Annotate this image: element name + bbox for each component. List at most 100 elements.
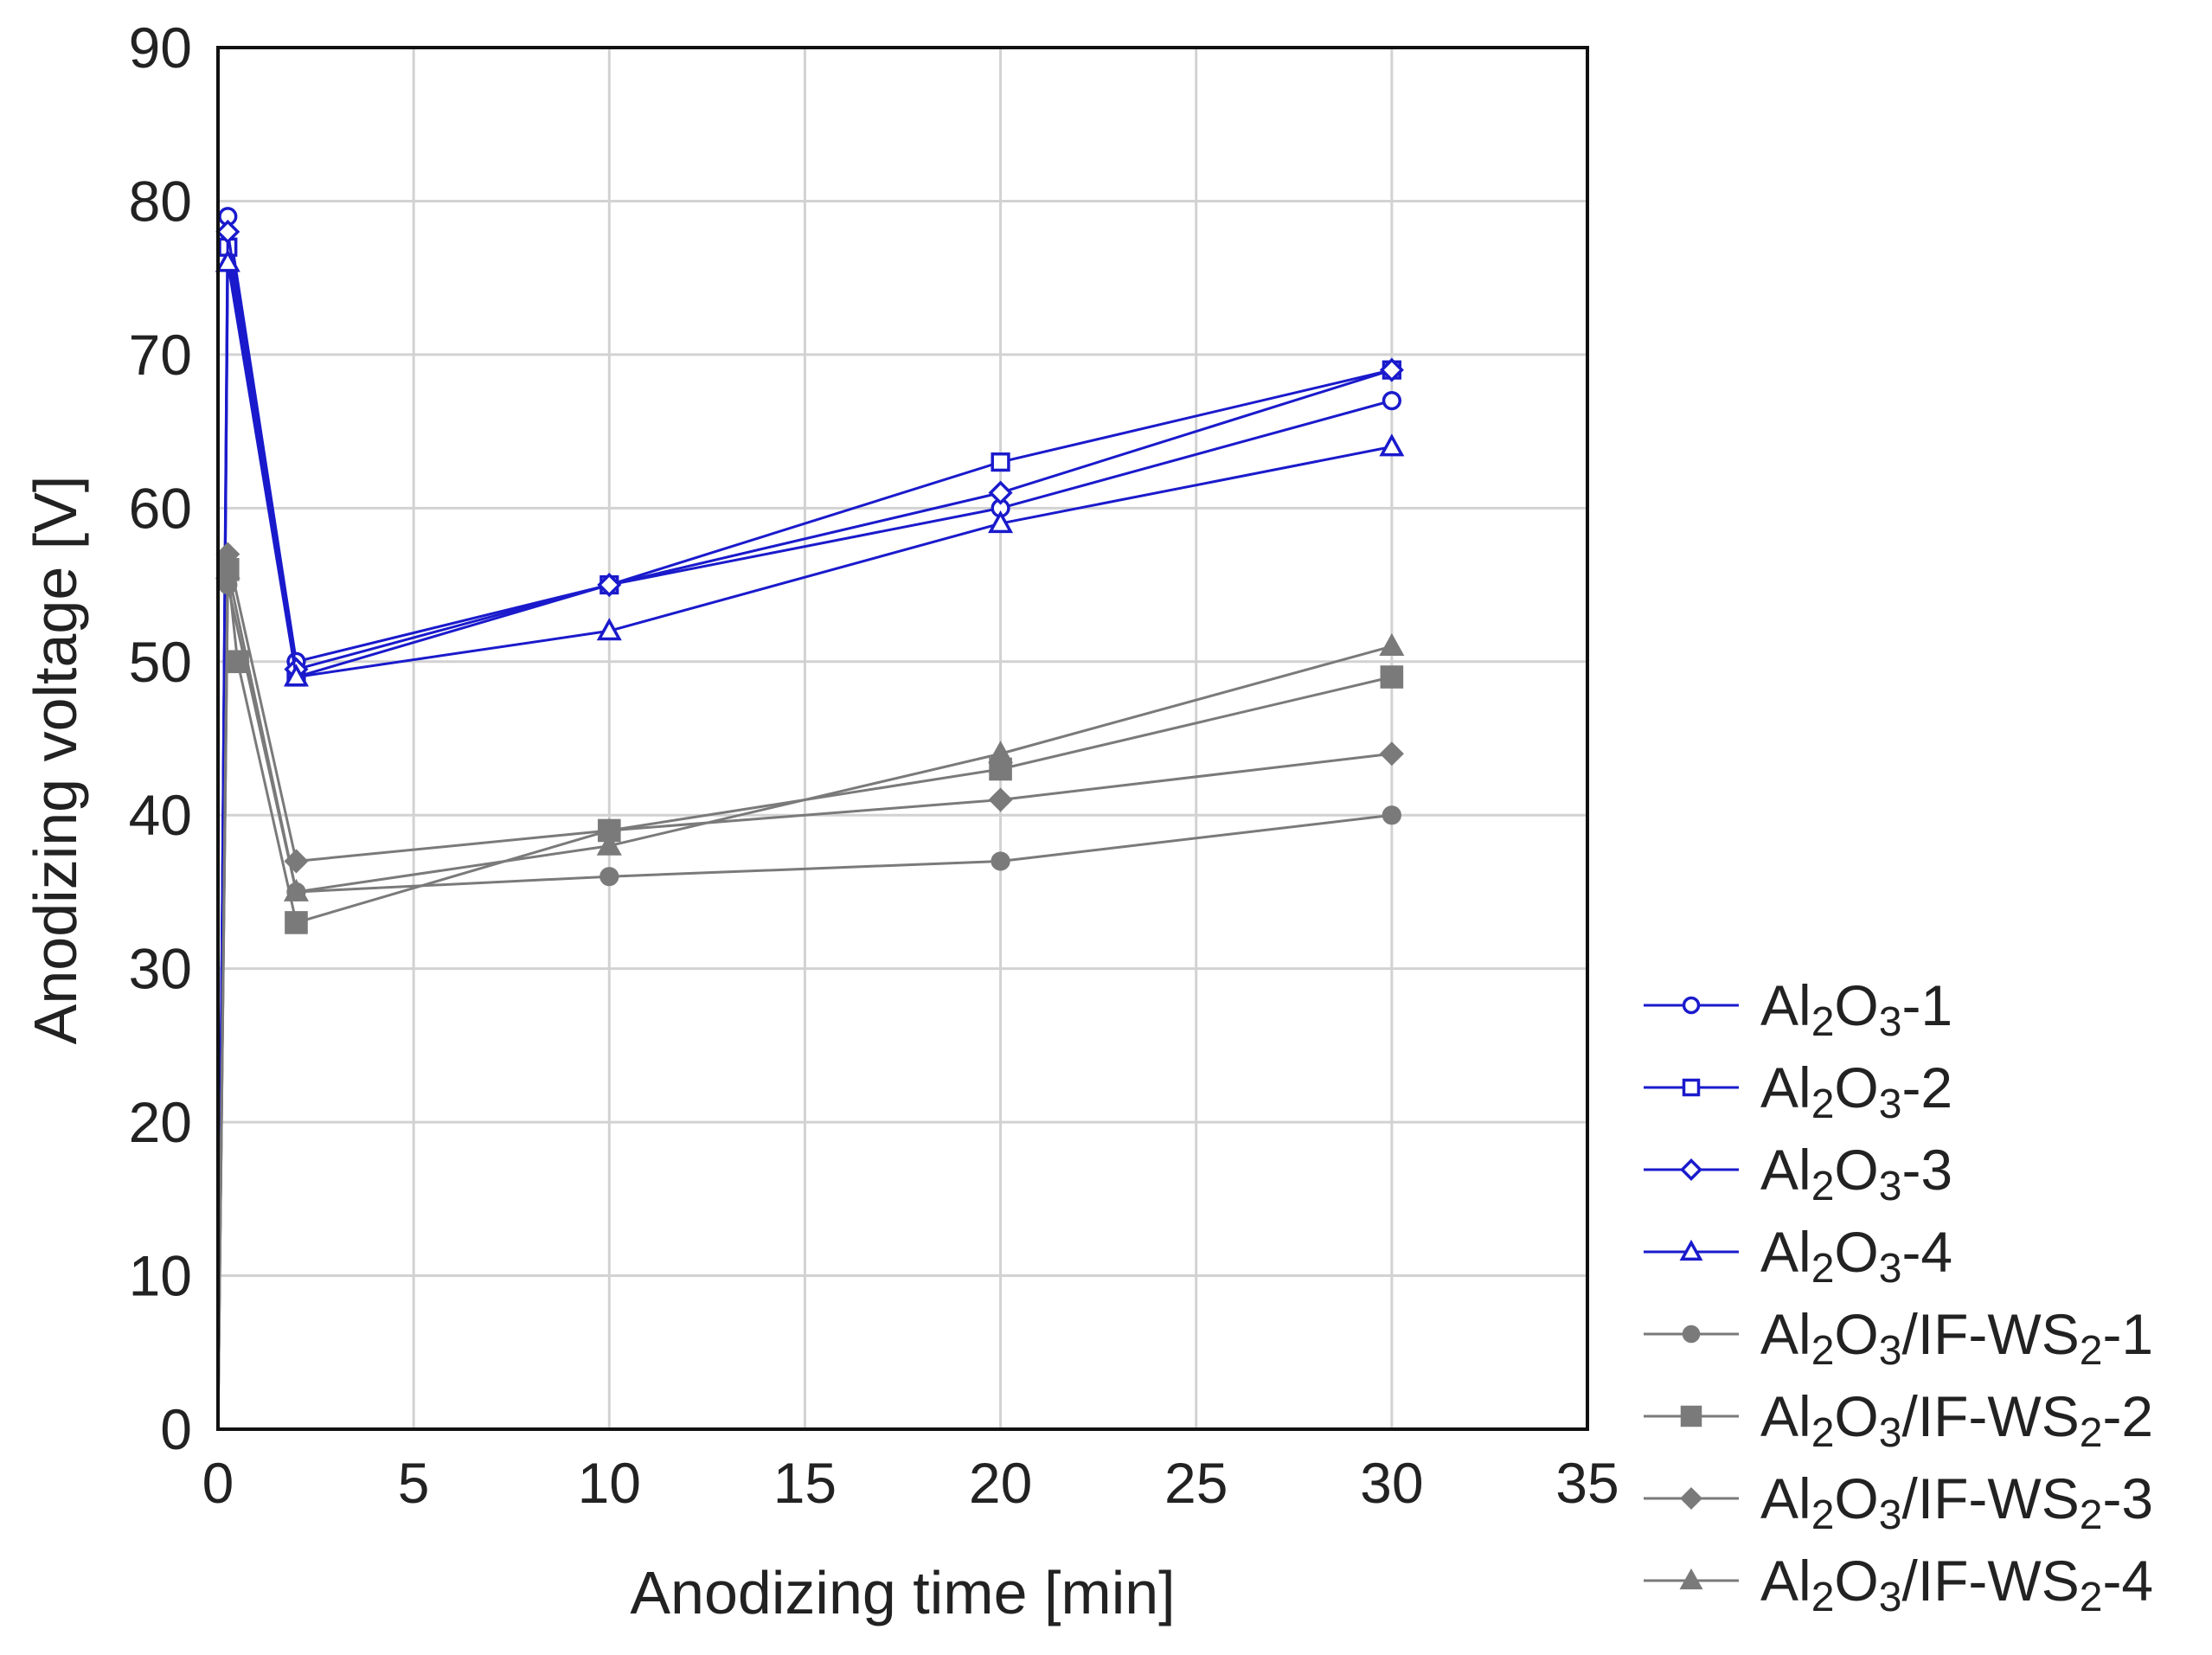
data-point — [1382, 805, 1401, 825]
legend-label-part: /IF-WS — [1901, 1302, 2079, 1366]
legend-label-part: O — [1834, 1138, 1878, 1202]
legend-item: Al2O3-4 — [1644, 1220, 1952, 1292]
plot-frame — [216, 46, 1589, 1431]
legend-label-part: O — [1834, 1549, 1878, 1613]
legend-item: Al2O3-2 — [1644, 1055, 1952, 1127]
legend-label-part: 2 — [1811, 1246, 1835, 1292]
legend-marker — [1679, 1568, 1703, 1590]
legend-label-part: 2 — [2080, 1328, 2103, 1374]
data-point — [1379, 433, 1405, 457]
data-point — [597, 573, 622, 598]
y-tick-label: 10 — [129, 1244, 192, 1308]
x-tick-label: 15 — [773, 1451, 837, 1515]
data-point — [1382, 391, 1401, 411]
legend-label-part: 2 — [1811, 1575, 1835, 1620]
legend-label-part: -1 — [2102, 1302, 2153, 1366]
data-point — [596, 832, 622, 856]
legend-label-part: 2 — [1811, 1328, 1835, 1374]
series-layer — [215, 207, 1405, 1430]
legend-label-part: -4 — [2102, 1549, 2153, 1613]
y-axis-title: Anodizing voltage [V] — [22, 476, 89, 1045]
x-axis-title: Anodizing time [min] — [630, 1559, 1175, 1626]
y-tick-label: 30 — [129, 937, 192, 1001]
legend-marker — [1682, 1325, 1701, 1344]
data-point — [991, 452, 1010, 472]
legend-label: Al2O3/IF-WS2-4 — [1760, 1549, 2153, 1620]
y-tick-label: 70 — [129, 323, 192, 387]
legend-label: Al2O3-1 — [1760, 973, 1952, 1045]
legend-label-part: 2 — [2080, 1575, 2103, 1620]
legend-label-part: Al — [1760, 973, 1811, 1037]
legend-marker — [1682, 996, 1701, 1015]
legend-item: Al2O3/IF-WS2-1 — [1644, 1302, 2153, 1374]
legend-label-part: 3 — [1879, 999, 1902, 1045]
legend-marker — [1682, 1078, 1701, 1097]
legend-marker — [1679, 1239, 1703, 1261]
data-point — [215, 219, 240, 244]
legend-label-part: -3 — [2102, 1466, 2153, 1530]
data-point — [1379, 632, 1405, 657]
legend-label-part: 3 — [1879, 1575, 1902, 1620]
data-point — [991, 851, 1010, 871]
x-tick-label: 35 — [1555, 1451, 1619, 1515]
y-tick-label: 50 — [129, 630, 192, 694]
legend-label-part: 3 — [1879, 1081, 1902, 1127]
data-point — [988, 510, 1014, 534]
tick-labels: 0 5 10 15 20 25 30 35 0 10 20 30 40 50 60 70 80 90 — [129, 16, 1619, 1515]
data-point — [988, 480, 1013, 505]
legend-label: Al2O3/IF-WS2-3 — [1760, 1466, 2153, 1538]
legend-label-part: /IF-WS — [1901, 1466, 2079, 1530]
legend-label-part: -2 — [2102, 1384, 2153, 1448]
x-tick-label: 20 — [969, 1451, 1032, 1515]
legend-marker — [1680, 1487, 1702, 1510]
y-tick-label: 60 — [129, 476, 192, 540]
legend-item: Al2O3-3 — [1644, 1138, 1952, 1209]
legend-label-part: 2 — [1811, 999, 1835, 1045]
x-tick-label: 10 — [578, 1451, 641, 1515]
legend-item: Al2O3/IF-WS2-4 — [1644, 1549, 2153, 1620]
legend-label-part: O — [1834, 1302, 1878, 1366]
x-tick-label: 5 — [398, 1451, 430, 1515]
legend-label-part: /IF-WS — [1901, 1384, 2079, 1448]
data-point — [283, 878, 309, 901]
y-tick-label: 20 — [129, 1090, 192, 1154]
y-tick-label: 80 — [129, 169, 192, 233]
legend-marker — [1680, 1405, 1702, 1427]
legend-label: Al2O3-3 — [1760, 1138, 1952, 1209]
x-tick-label: 30 — [1360, 1451, 1423, 1515]
grid — [218, 48, 1587, 1429]
legend-label-part: 3 — [1879, 1328, 1902, 1374]
legend-label-part: 3 — [1879, 1410, 1902, 1456]
legend-marker — [1680, 1158, 1702, 1181]
legend-label-part: 3 — [1879, 1246, 1902, 1292]
legend-item: Al2O3/IF-WS2-2 — [1644, 1384, 2153, 1456]
legend-label-part: -2 — [1901, 1055, 1952, 1119]
legend-label: Al2O3/IF-WS2-1 — [1760, 1302, 2153, 1374]
legend-label-part: O — [1834, 1384, 1878, 1448]
legend-item: Al2O3-1 — [1644, 973, 1952, 1045]
legend-label-part: Al — [1760, 1055, 1811, 1119]
legend-label-part: -3 — [1901, 1138, 1952, 1202]
data-point — [988, 787, 1013, 812]
legend-label-part: Al — [1760, 1220, 1811, 1284]
y-tick-label: 90 — [129, 16, 192, 80]
data-point — [283, 664, 309, 687]
legend-label-part: 2 — [2080, 1410, 2103, 1456]
legend-item: Al2O3/IF-WS2-3 — [1644, 1466, 2153, 1538]
data-point — [599, 867, 619, 887]
data-point — [1380, 665, 1404, 689]
y-tick-label: 0 — [160, 1397, 192, 1461]
series-line — [216, 260, 1393, 1430]
legend-label-part: 2 — [1811, 1164, 1835, 1209]
series-4 — [215, 249, 1405, 1430]
legend-label-part: Al — [1760, 1549, 1811, 1613]
series-line — [216, 568, 1393, 1430]
data-point — [596, 618, 622, 641]
legend-label-part: 3 — [1879, 1492, 1902, 1538]
data-point — [1379, 357, 1404, 382]
legend-label-part: Al — [1760, 1302, 1811, 1366]
legend-label-part: 2 — [1811, 1492, 1835, 1538]
legend-label-part: O — [1834, 1220, 1878, 1284]
